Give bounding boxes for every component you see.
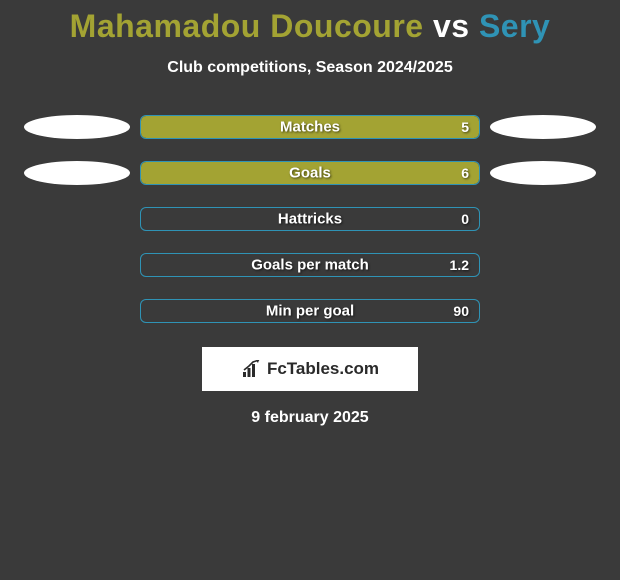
stat-bar: Hattricks 0 — [140, 207, 480, 231]
left-ellipse — [24, 115, 130, 139]
player1-name: Mahamadou Doucoure — [70, 8, 424, 44]
right-ellipse — [490, 161, 596, 185]
stat-row: Goals 6 — [0, 161, 620, 185]
stat-bar: Goals per match 1.2 — [140, 253, 480, 277]
subtitle: Club competitions, Season 2024/2025 — [167, 59, 452, 77]
date-text: 9 february 2025 — [251, 409, 368, 427]
stat-label: Min per goal — [266, 303, 354, 320]
left-ellipse — [24, 161, 130, 185]
right-ellipse — [490, 115, 596, 139]
stat-value: 6 — [461, 165, 469, 181]
stat-row: Min per goal 90 — [0, 299, 620, 323]
stat-label: Hattricks — [278, 211, 342, 228]
logo-box: FcTables.com — [202, 347, 418, 391]
chart-icon — [241, 360, 263, 378]
stat-row: Matches 5 — [0, 115, 620, 139]
infographic-container: Mahamadou Doucoure vs Sery Club competit… — [0, 0, 620, 427]
stat-bar: Min per goal 90 — [140, 299, 480, 323]
stat-row: Goals per match 1.2 — [0, 253, 620, 277]
player2-name: Sery — [479, 8, 550, 44]
stat-row: Hattricks 0 — [0, 207, 620, 231]
stat-bar: Goals 6 — [140, 161, 480, 185]
vs-word: vs — [433, 8, 470, 44]
left-spacer — [24, 253, 130, 277]
stat-value: 1.2 — [450, 257, 469, 273]
stat-value: 0 — [461, 211, 469, 227]
stat-label: Goals per match — [251, 257, 369, 274]
comparison-title: Mahamadou Doucoure vs Sery — [70, 8, 551, 45]
stat-bar: Matches 5 — [140, 115, 480, 139]
stat-value: 5 — [461, 119, 469, 135]
stat-label: Matches — [280, 119, 340, 136]
left-spacer — [24, 299, 130, 323]
right-spacer — [490, 253, 596, 277]
logo-text: FcTables.com — [267, 359, 379, 379]
right-spacer — [490, 299, 596, 323]
stat-rows: Matches 5 Goals 6 Hattricks 0 Goals per match 1… — [0, 115, 620, 323]
right-spacer — [490, 207, 596, 231]
stat-value: 90 — [453, 303, 469, 319]
stat-label: Goals — [289, 165, 331, 182]
left-spacer — [24, 207, 130, 231]
